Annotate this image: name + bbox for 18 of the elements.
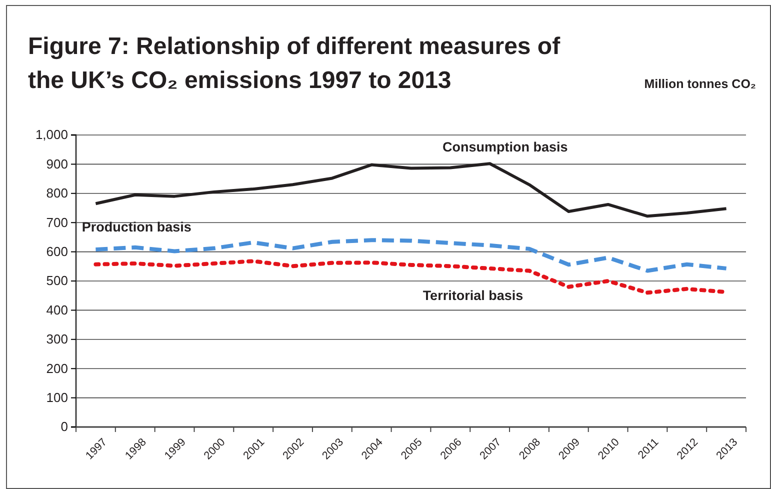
series-label: Production basis: [82, 219, 192, 234]
y-tick-label: 700: [46, 214, 68, 230]
y-tick-label: 0: [60, 419, 68, 434]
y-axis-title: Million tonnes CO₂: [644, 77, 756, 91]
chart-title: Figure 7: Relationship of different measures of the UK’s CO₂ emissions 1997 to 2013: [28, 33, 562, 94]
y-tick-label: 300: [46, 332, 68, 347]
line-series: [94, 162, 728, 218]
y-tick-label: 800: [46, 186, 68, 201]
y-tick-label: 1,000: [35, 127, 68, 142]
y-tick-label: 100: [46, 390, 68, 405]
series-label: Territorial basis: [422, 288, 524, 304]
line-series: [94, 238, 728, 273]
y-tick-label: 500: [46, 273, 68, 288]
y-tick-label: 600: [46, 244, 68, 259]
y-tick-label: 400: [46, 302, 68, 318]
series-label: Consumption basis: [442, 140, 568, 155]
y-tick-label: 900: [46, 156, 68, 172]
y-tick-label: 200: [46, 360, 68, 376]
